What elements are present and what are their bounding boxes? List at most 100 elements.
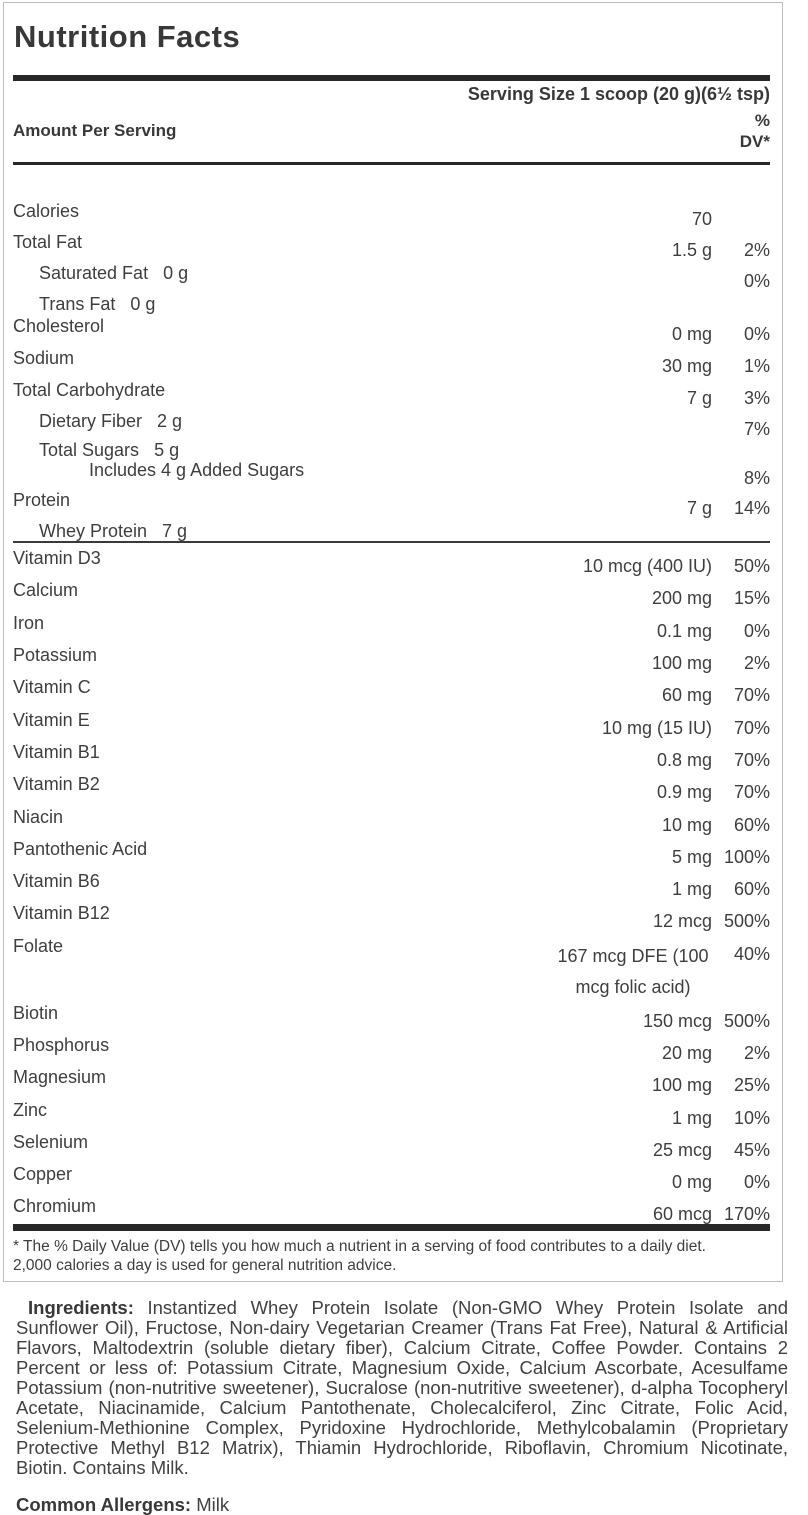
nutrient-row-biotin: Biotin 150 mcg 500% [13, 1003, 770, 1035]
nutrient-amount: 100 mg [651, 1075, 712, 1095]
macronutrient-rows: Calories 70 Total Fat 1.5 g 2% Saturated Fat 0… [13, 201, 770, 541]
nutrient-amount: 0.9 mg [656, 782, 712, 802]
nutrient-daily-value: 7% [743, 419, 770, 439]
nutrient-row-selenium: Selenium 25 mcg 45% [13, 1132, 770, 1164]
thick-divider-top [13, 75, 770, 81]
nutrient-amount: 200 mg [651, 588, 712, 608]
nutrient-name: Zinc [13, 1100, 48, 1120]
nutrient-name: Saturated Fat [39, 263, 149, 283]
nutrient-inline-amount: 2 g [157, 411, 183, 431]
nutrient-name: Total Carbohydrate [13, 380, 166, 400]
nutrient-daily-value: 60% [733, 879, 770, 899]
nutrient-daily-value: 50% [733, 556, 770, 576]
nutrient-inline-amount: 0 g [163, 263, 189, 283]
ingredients-label: Ingredients: [28, 1297, 134, 1318]
nutrient-row-calcium: Calcium 200 mg 15% [13, 580, 770, 613]
nutrient-daily-value: 14% [733, 498, 770, 518]
nutrient-row-vitamin-b12: Vitamin B12 12 mcg 500% [13, 903, 770, 936]
serving-size-text: Serving Size 1 scoop (20 g)(6½ tsp) [467, 84, 770, 104]
nutrient-amount: 1 mg [671, 879, 712, 899]
nutrient-daily-value: 2% [743, 240, 770, 260]
nutrient-row-whey-protein: Whey Protein 7 g [13, 521, 770, 541]
nutrient-name: Total Sugars [39, 440, 140, 460]
nutrient-amount: 10 mg [661, 815, 712, 835]
nutrient-name: Total Fat [13, 232, 83, 252]
nutrient-row-total-fat: Total Fat 1.5 g 2% [13, 232, 770, 263]
allergens-text: Milk [196, 1494, 230, 1515]
nutrient-name: Dietary Fiber [39, 411, 143, 431]
nutrient-daily-value: 2% [743, 1043, 770, 1063]
allergens-paragraph: Common Allergens: Milk [16, 1495, 788, 1515]
nutrient-name: Cholesterol [13, 316, 105, 336]
nutrient-row-folate: Folate 167 mcg DFE (100 mcg folic acid) 40… [13, 936, 770, 1003]
ingredients-text: Instantized Whey Protein Isolate (Non-GM… [16, 1297, 789, 1478]
nutrient-row-iron: Iron 0.1 mg 0% [13, 613, 770, 645]
nutrient-row-vitamin-d3: Vitamin D3 10 mcg (400 IU) 50% [13, 548, 770, 580]
nutrient-amount: 0.1 mg [656, 621, 712, 641]
nutrient-daily-value: 0% [743, 271, 770, 291]
nutrient-daily-value: 0% [743, 324, 770, 344]
nutrient-name: Vitamin B2 [13, 774, 100, 794]
nutrient-name: Calcium [13, 580, 79, 600]
nutrient-amount: 1.5 g [671, 240, 712, 260]
nutrient-amount: 60 mg [661, 685, 712, 705]
nutrient-daily-value: 45% [733, 1140, 770, 1160]
nutrient-row-calories: Calories 70 [13, 201, 770, 232]
nutrient-name: Calories [13, 201, 80, 221]
nutrient-amount: 10 mcg (400 IU) [582, 556, 712, 576]
nutrient-name: Vitamin E [13, 710, 90, 730]
micronutrient-rows: Vitamin D3 10 mcg (400 IU) 50% Calcium 200 m… [13, 548, 770, 1224]
percent-dv-header: % DV* [740, 110, 770, 152]
nutrient-amount: 0 mg [671, 1172, 712, 1192]
nutrient-row-vitamin-c: Vitamin C 60 mg 70% [13, 677, 770, 710]
nutrient-row-trans-fat: Trans Fat 0 g [13, 294, 770, 316]
nutrient-row-chromium: Chromium 60 mcg 170% [13, 1196, 770, 1224]
nutrient-row-vitamin-e: Vitamin E 10 mg (15 IU) 70% [13, 710, 770, 742]
nutrient-amount: 1 mg [671, 1108, 712, 1128]
nutrient-name: Vitamin B1 [13, 742, 100, 762]
nutrient-inline-amount: 0 g [130, 294, 156, 314]
nutrient-amount: 20 mg [661, 1043, 712, 1063]
nutrient-row-saturated-fat: Saturated Fat 0 g 0% [13, 263, 770, 294]
nutrient-name: Folate [13, 936, 64, 956]
nutrient-daily-value: 500% [723, 911, 770, 931]
nutrient-daily-value: 100% [723, 847, 770, 867]
nutrient-name: Iron [13, 613, 45, 633]
nutrient-row-magnesium: Magnesium 100 mg 25% [13, 1067, 770, 1100]
nutrient-daily-value: 70% [733, 750, 770, 770]
nutrient-daily-value: 15% [733, 588, 770, 608]
nutrient-row-vitamin-b6: Vitamin B6 1 mg 60% [13, 871, 770, 903]
nutrient-amount: 10 mg (15 IU) [601, 718, 712, 738]
nutrition-facts-box: Nutrition Facts Serving Size 1 scoop (20… [3, 2, 783, 1282]
nutrient-amount: 7 g [686, 388, 712, 408]
nutrient-name: Vitamin D3 [13, 548, 101, 568]
nutrient-name: Biotin [13, 1003, 59, 1023]
nutrient-name: Phosphorus [13, 1035, 110, 1055]
nutrient-daily-value: 8% [743, 468, 770, 488]
allergens-label: Common Allergens: [16, 1494, 192, 1515]
nutrient-daily-value: 2% [743, 653, 770, 673]
nutrient-name: Vitamin B12 [13, 903, 110, 923]
nutrient-row-protein: Protein 7 g 14% [13, 490, 770, 521]
nutrient-daily-value: 25% [733, 1075, 770, 1095]
nutrient-inline-amount: 5 g [154, 440, 180, 460]
nutrient-name: Chromium [13, 1196, 97, 1216]
nutrient-name: Niacin [13, 807, 64, 827]
nutrient-name: Trans Fat [39, 294, 116, 314]
nutrient-daily-value: 10% [733, 1108, 770, 1128]
nutrient-row-vitamin-b2: Vitamin B2 0.9 mg 70% [13, 774, 770, 807]
nutrient-daily-value: 40% [733, 944, 770, 964]
nutrient-row-phosphorus: Phosphorus 20 mg 2% [13, 1035, 770, 1067]
nutrient-daily-value: 70% [733, 685, 770, 705]
nutrient-name: Pantothenic Acid [13, 839, 148, 859]
thin-divider [13, 162, 770, 165]
nutrient-amount: 70 [691, 209, 712, 229]
nutrient-row-total-carbohydrate: Total Carbohydrate 7 g 3% [13, 380, 770, 411]
nutrient-row-total-sugars: Total Sugars 5 g [13, 440, 770, 460]
nutrient-row-dietary-fiber: Dietary Fiber 2 g 7% [13, 411, 770, 440]
nutrient-amount: 150 mcg [642, 1011, 712, 1031]
nutrient-name: Selenium [13, 1132, 89, 1152]
nutrient-daily-value: 0% [743, 1172, 770, 1192]
nutrient-name: Sodium [13, 348, 75, 368]
nutrient-daily-value [712, 521, 770, 529]
